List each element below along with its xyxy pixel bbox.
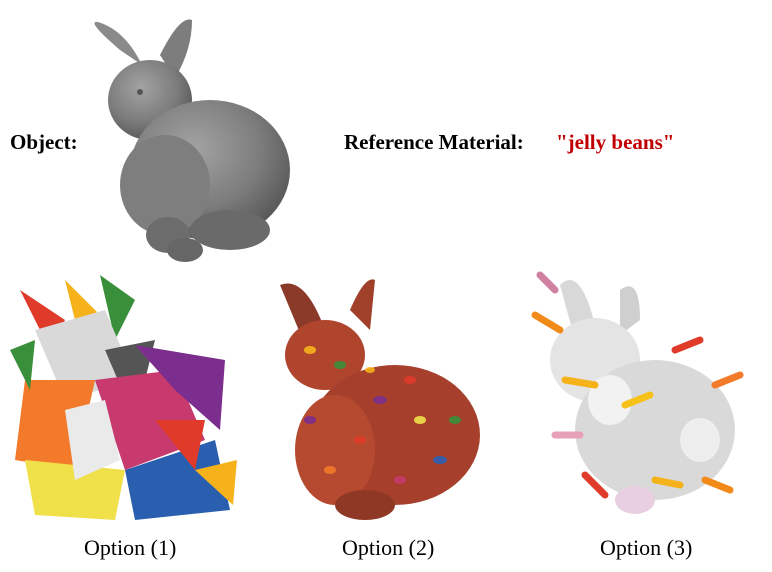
option-3-caption: Option (3) bbox=[600, 535, 693, 560]
object-bunny-image bbox=[80, 10, 295, 265]
reference-material-value: "jelly beans" bbox=[556, 130, 675, 154]
option-3-image bbox=[525, 265, 745, 525]
reference-material-label: Reference Material: bbox=[344, 130, 524, 154]
object-label: Object: bbox=[10, 130, 78, 154]
jelly-bean-bunny-graphic bbox=[280, 279, 480, 520]
option-1-image bbox=[5, 270, 245, 525]
option-1-caption: Option (1) bbox=[84, 535, 177, 560]
option-2-image bbox=[270, 270, 490, 525]
faceted-bunny-graphic bbox=[10, 275, 237, 520]
white-bunnies-graphic bbox=[531, 271, 744, 514]
gray-bunny-graphic bbox=[94, 19, 290, 262]
option-2-caption: Option (2) bbox=[342, 535, 435, 560]
